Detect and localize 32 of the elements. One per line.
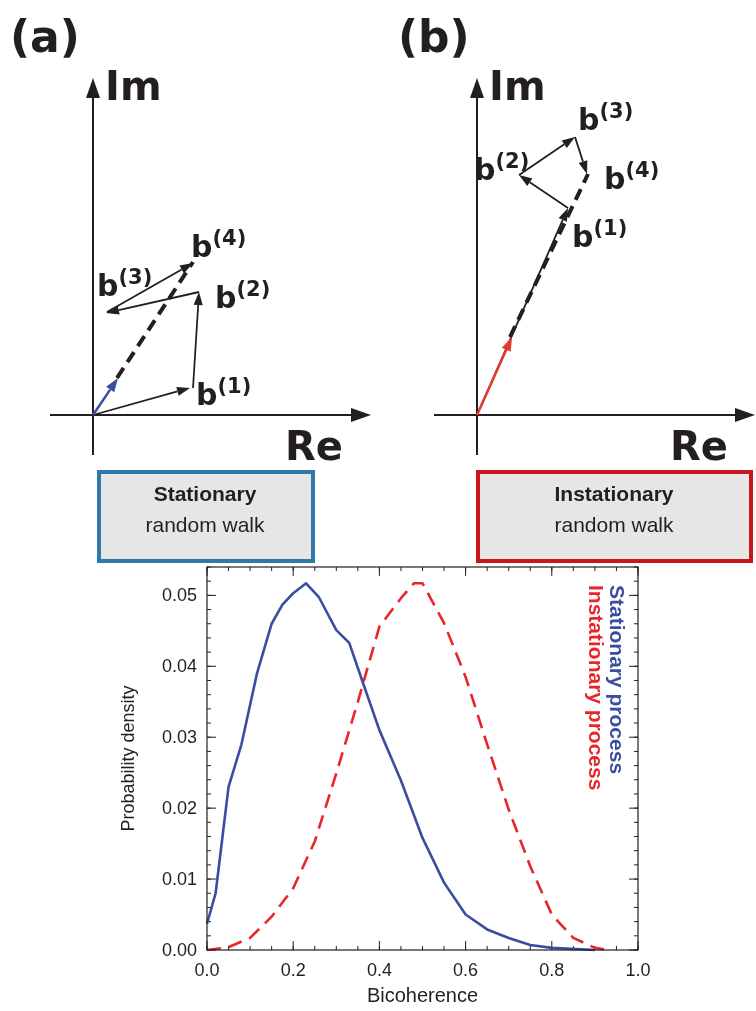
text: b$^{(1)}$ — [572, 216, 628, 254]
text: Re — [285, 423, 343, 469]
text: Instationary — [554, 482, 674, 505]
x-tick-label: 1.0 — [625, 960, 651, 980]
y-tick-label: 0.03 — [161, 727, 197, 748]
x-tick-label: 0.0 — [194, 960, 220, 980]
text: b$^{(3)}$ — [97, 265, 153, 303]
text: b$^{(4)}$ — [191, 226, 247, 264]
text: random walk — [554, 513, 675, 536]
text: Im — [105, 63, 162, 109]
text: random walk — [145, 513, 266, 536]
x-tick-label: 0.6 — [453, 960, 479, 980]
text: b$^{(2)}$ — [215, 277, 271, 315]
y-tick-label: 0.00 — [161, 940, 197, 960]
text: b$^{(4)}$ — [604, 158, 660, 196]
x-tick-label: 0.4 — [366, 960, 392, 980]
text: Re — [670, 423, 728, 469]
text: Stationary process — [606, 585, 629, 775]
y-tick-label: 0.02 — [161, 798, 197, 819]
text: b$^{(1)}$ — [196, 374, 252, 412]
text: b$^{(3)}$ — [578, 99, 634, 137]
y-tick-label: 0.04 — [161, 656, 197, 677]
y-tick-label: 0.05 — [161, 585, 197, 606]
text: (a) — [10, 11, 80, 62]
text: (b) — [398, 11, 470, 62]
text: Stationary — [153, 482, 257, 505]
x-axis-title: Bicoherence — [366, 984, 479, 1006]
y-axis-title: Probability density — [118, 685, 138, 832]
x-tick-label: 0.8 — [539, 960, 565, 980]
y-tick-label: 0.01 — [161, 869, 197, 890]
text: Im — [489, 63, 546, 109]
x-tick-label: 0.2 — [280, 960, 306, 980]
